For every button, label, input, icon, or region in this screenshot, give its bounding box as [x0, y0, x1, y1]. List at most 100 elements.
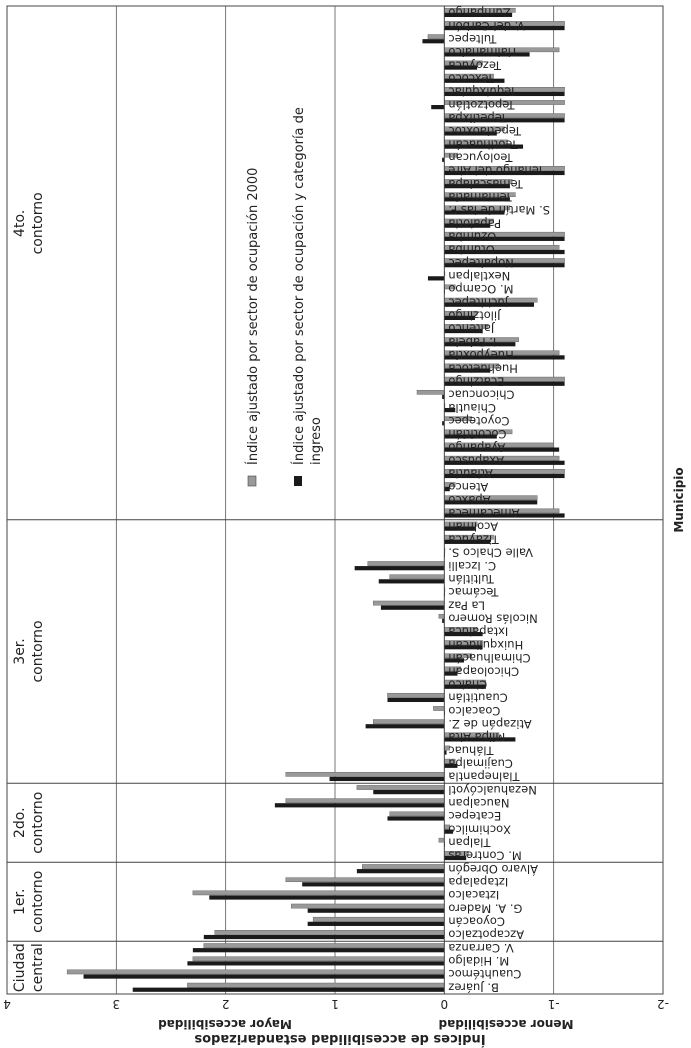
category-label: Atenco	[448, 480, 488, 494]
bar-series2	[444, 131, 497, 136]
category-label: Naucalpan	[448, 796, 509, 810]
category-label: Tizayuca	[448, 533, 499, 547]
zone-label: 2do.	[12, 807, 28, 838]
bar-series2	[83, 974, 445, 979]
bar-series2	[192, 948, 445, 953]
category-label: Axapusco	[448, 453, 504, 467]
bar-series2	[444, 65, 478, 70]
bar-series2	[444, 658, 465, 663]
bar-series2	[132, 987, 445, 992]
category-label: Tlalmanalco	[448, 45, 519, 59]
tick-label: 3	[113, 997, 121, 1011]
bar-series2	[444, 829, 454, 834]
category-label: Coyotepec	[448, 414, 509, 428]
category-label: M. Hidalgo	[448, 954, 509, 968]
category-label: Tlalpan	[448, 836, 491, 850]
y-axis-high-label: Mayor accesibilidad	[158, 1017, 292, 1031]
bar-series2	[329, 776, 445, 782]
bar-series2	[444, 223, 491, 228]
bar-series2	[373, 790, 445, 795]
bar-series1	[285, 798, 445, 803]
bar-series1	[356, 785, 445, 790]
bar-series2	[444, 78, 505, 83]
bar-series2	[387, 697, 445, 703]
category-label: M. Contreras	[448, 849, 521, 863]
category-label: Jaltenco	[448, 322, 495, 336]
category-label: Teotihuacán	[448, 137, 518, 151]
x-axis-title: Municipio	[672, 467, 686, 532]
bar-series2	[444, 91, 565, 97]
category-label: Otumba	[448, 243, 494, 257]
bar-series2	[444, 381, 565, 386]
category-label: Zumpango	[448, 6, 510, 20]
bar-series2	[444, 52, 530, 57]
category-label: Huehuetoca	[448, 361, 518, 375]
category-label: I. Fabela	[448, 335, 496, 349]
category-label: Tultepec	[448, 32, 497, 46]
tick-label: -2	[657, 997, 669, 1011]
category-label: Azcapotzalco	[448, 928, 524, 942]
bar-series2	[444, 684, 486, 689]
bar-series2	[307, 921, 445, 926]
category-label: Temamatla	[448, 190, 512, 204]
bar-series2	[444, 460, 565, 465]
category-label: S. Martín de las P.	[448, 203, 550, 217]
category-label: Cuauhtémoc	[448, 967, 521, 981]
category-label: V. Carranza	[448, 941, 513, 955]
bar-series2	[444, 12, 513, 18]
category-label: Tequixquiac	[448, 85, 517, 99]
bar-series2	[444, 407, 456, 413]
zone-label: 3er.	[12, 638, 28, 664]
bar-series1	[387, 692, 445, 698]
bar-series1	[416, 389, 445, 395]
legend-label-series1: Índice ajustado por sector de ocupación …	[245, 168, 261, 465]
gridlines	[115, 6, 555, 994]
bar-series2	[444, 328, 483, 334]
bar-series2	[444, 170, 565, 176]
category-label: G. A. Madero	[448, 901, 522, 915]
bar-series2	[307, 908, 445, 913]
bar-series2	[444, 25, 565, 31]
category-label: Tezoyuca	[448, 58, 502, 72]
category-label: Ecatzingo	[448, 374, 504, 388]
bar-series2	[444, 750, 447, 755]
bar-series2	[444, 763, 458, 768]
bar-series2	[444, 197, 510, 202]
category-label: Nopaltepec	[448, 256, 513, 270]
bar-series2	[444, 434, 497, 439]
tick-label: 0	[441, 997, 449, 1011]
bar-series1	[66, 969, 445, 975]
category-label: Tepotzotlán	[448, 98, 515, 112]
category-label: Nextlalpan	[448, 269, 510, 283]
bar-series1	[389, 574, 445, 580]
category-label: Acolman	[448, 519, 498, 533]
category-label: Texcoco	[448, 71, 494, 85]
bar-series1	[192, 956, 445, 962]
bar-series2	[444, 671, 458, 676]
category-label: Chimalhuacán	[448, 651, 530, 665]
tick-label: 2	[222, 997, 230, 1011]
category-label: Iztapalapa	[448, 875, 508, 889]
zone-label: 1er.	[12, 889, 28, 915]
bar-series1	[389, 811, 445, 817]
zone-dividers	[7, 519, 663, 942]
category-label: Xochimilco	[448, 822, 511, 836]
zone-label: contorno	[30, 620, 46, 682]
bar-series1	[433, 706, 445, 711]
bar-series1	[291, 903, 445, 909]
bar-series1	[214, 930, 445, 935]
bar-series2	[380, 605, 445, 610]
bar-series1	[285, 877, 445, 883]
bar-series2	[354, 566, 445, 571]
zone-label: 4to.	[12, 210, 28, 237]
bar-series2	[444, 447, 560, 452]
bar-series2	[444, 302, 534, 307]
bar-series2	[442, 157, 445, 162]
bar-series2	[444, 184, 510, 189]
bar-series1	[367, 561, 445, 566]
bar-series2	[442, 394, 445, 400]
category-label: Hueypoxtla	[448, 348, 513, 362]
bar-series2	[444, 539, 491, 544]
bar-series2	[444, 315, 475, 320]
